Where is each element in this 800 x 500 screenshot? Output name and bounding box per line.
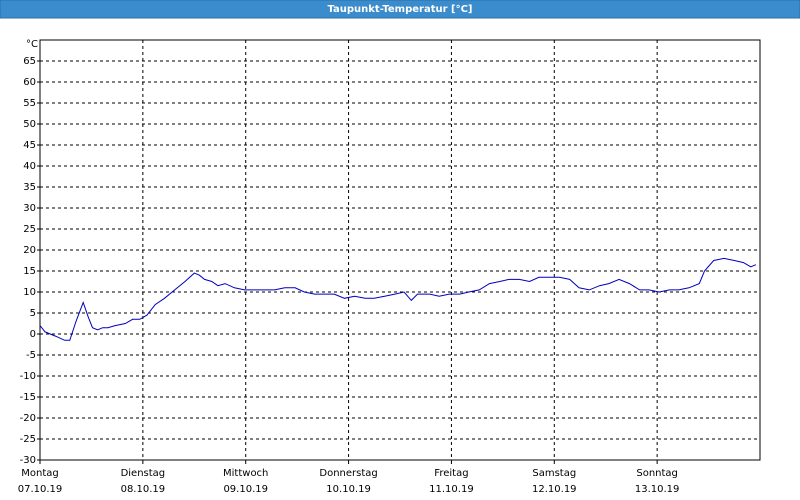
- y-tick-label: 55: [23, 98, 36, 109]
- y-tick-label: -20: [20, 413, 36, 424]
- y-tick-label: -10: [20, 371, 36, 382]
- x-tick-label: Samstag: [532, 468, 576, 479]
- y-tick-label: 45: [23, 140, 36, 151]
- x-tick-label: Donnerstag: [319, 468, 377, 479]
- x-tick-label: Dienstag: [121, 468, 166, 479]
- y-tick-label: -30: [20, 455, 36, 466]
- x-tick-date: 08.10.19: [121, 484, 166, 495]
- y-tick-label: 20: [23, 245, 36, 256]
- y-tick-label: 25: [23, 224, 36, 235]
- y-tick-label: -15: [20, 392, 36, 403]
- chart-title: Taupunkt-Temperatur [°C]: [327, 4, 472, 15]
- y-unit: °C: [26, 39, 38, 50]
- y-tick-label: 5: [30, 308, 36, 319]
- y-tick-label: 10: [23, 287, 36, 298]
- y-tick-label: -25: [20, 434, 36, 445]
- x-tick-date: 12.10.19: [532, 484, 577, 495]
- y-tick-label: 65: [23, 56, 36, 67]
- y-tick-label: 40: [23, 161, 36, 172]
- y-tick-label: -5: [26, 350, 36, 361]
- title-bar: [0, 0, 800, 19]
- y-tick-label: 15: [23, 266, 36, 277]
- x-tick-date: 09.10.19: [223, 484, 268, 495]
- y-tick-label: 30: [23, 203, 36, 214]
- x-tick-label: Montag: [21, 468, 58, 479]
- y-tick-label: 0: [30, 329, 36, 340]
- y-tick-label: 60: [23, 77, 36, 88]
- data-line: [39, 257, 757, 341]
- x-tick-date: 11.10.19: [429, 484, 474, 495]
- x-tick-date: 13.10.19: [635, 484, 680, 495]
- x-tick-label: Freitag: [434, 468, 468, 479]
- x-tick-date: 07.10.19: [18, 484, 63, 495]
- y-tick-label: 35: [23, 182, 36, 193]
- x-tick-date: 10.10.19: [326, 484, 371, 495]
- y-tick-label: 50: [23, 119, 36, 130]
- x-tick-label: Sonntag: [636, 468, 678, 479]
- x-tick-label: Mittwoch: [223, 468, 268, 479]
